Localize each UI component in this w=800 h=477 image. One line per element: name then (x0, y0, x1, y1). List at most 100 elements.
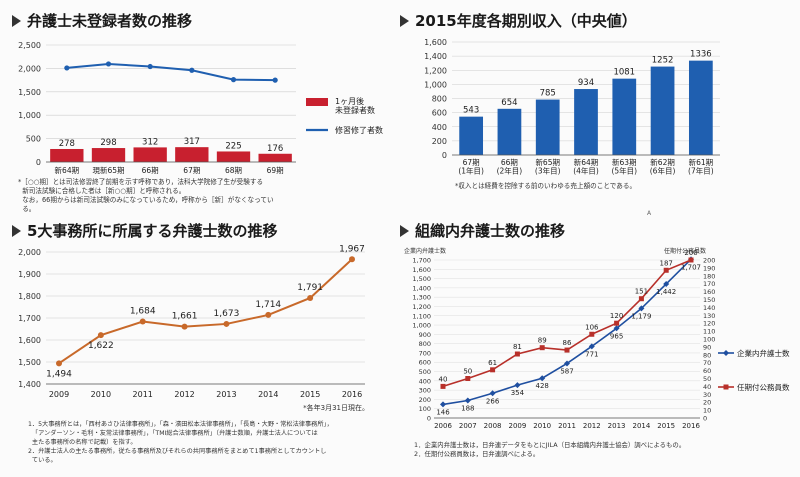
line-point (230, 77, 237, 83)
chart3-note: 1．5大事務所とは，「西村あさひ法律事務所」，「森・濱田松本法律事務所」，「長島… (28, 421, 333, 464)
legend-swatch-bars (306, 98, 328, 106)
y-tick-label: 0 (442, 151, 447, 160)
x-tick-label: 新63期(5年目) (611, 157, 637, 176)
title-arrow-icon (12, 224, 21, 237)
y-tick-label: 1,000 (18, 111, 41, 120)
line-point (147, 63, 153, 70)
point-value-label: 771 (585, 350, 598, 358)
panel-big5: 5大事務所に所属する弁護士数の推移 1,400 1,500 1,600 1,700 1,… (0, 215, 395, 477)
x-tick-label: 新64期(4年目) (573, 157, 599, 176)
legend-label-inhouse: 企業内弁護士数 (737, 348, 790, 358)
bar-value-label: 934 (578, 78, 594, 88)
title-arrow-icon (400, 224, 409, 237)
bar-value-label: 785 (540, 89, 556, 99)
y-tick-label: 2,000 (18, 248, 41, 257)
point-value-label: 266 (486, 397, 500, 405)
point-value-label: 40 (439, 375, 448, 383)
line-point (139, 318, 146, 325)
y-right-tick-label: 100 (703, 336, 715, 344)
line-point (490, 367, 496, 373)
x-tick-label: 新65期(3年目) (535, 157, 561, 176)
x-tick-label: 2014 (632, 422, 650, 430)
y-left-tick-label: 900 (419, 331, 431, 339)
y-tick-label: 1,000 (424, 80, 447, 89)
line-point (514, 382, 521, 389)
point-value-label: 1,684 (130, 307, 156, 317)
bar-value-label: 1081 (613, 68, 635, 78)
x-tick-label: 66期 (142, 166, 159, 175)
line-point (464, 397, 471, 404)
line-point (272, 77, 278, 83)
line-point (307, 294, 314, 301)
y-tick-label: 2,000 (18, 64, 41, 73)
point-value-label: 187 (660, 259, 673, 267)
y-tick-label: 1,600 (18, 336, 41, 345)
x-tick-label: 2011 (133, 390, 153, 399)
line-point (638, 305, 645, 312)
x-tick-label: 2010 (533, 422, 551, 430)
bar (650, 66, 675, 155)
series-line (442, 258, 692, 406)
line-point (663, 267, 669, 273)
line-point (613, 325, 620, 332)
y-right-tick-label: 30 (703, 391, 711, 399)
bar-value-label: 1252 (652, 56, 674, 66)
line-point (97, 332, 104, 339)
point-value-label: 200 (684, 249, 697, 257)
point-value-label: 61 (488, 359, 497, 367)
point-value-label: 81 (513, 343, 522, 351)
x-tick-label: 2011 (558, 422, 576, 430)
y-right-tick-label: 200 (703, 257, 715, 265)
x-tick-label: 2015 (657, 422, 675, 430)
panel-unregistered: 弁護士未登録者数の推移 0 500 1,000 1,500 2,000 2,500 278 新… (0, 0, 395, 213)
x-tick-label: 67期(1年目) (458, 158, 484, 176)
bar-value-label: 176 (267, 144, 283, 154)
x-tick-label: 68期 (225, 166, 242, 175)
point-value-label: 1,791 (297, 283, 323, 293)
line-point (589, 331, 595, 337)
bar-value-label: 225 (225, 141, 241, 151)
point-value-label: 428 (536, 382, 549, 390)
y-tick-label: 0 (36, 158, 41, 167)
line-point (56, 360, 62, 367)
title-arrow-icon (400, 14, 409, 27)
line-point (223, 320, 230, 327)
y-left-tick-label: 1,500 (412, 275, 431, 283)
line-point (514, 351, 520, 357)
line-point (105, 61, 112, 67)
bar-value-label: 298 (100, 138, 116, 148)
panel-inhouse: 組織内弁護士数の推移 0 100 200 300 400 500 600 700 800 900 1… (400, 215, 800, 477)
line-point (189, 67, 195, 73)
line-point (440, 401, 446, 408)
chart3-svg: 1,400 1,500 1,600 1,700 1,800 1,900 2,000 1,494… (18, 244, 369, 412)
bar (258, 153, 292, 162)
y-right-tick-label: 10 (703, 407, 711, 415)
x-tick-label: 2013 (216, 390, 236, 399)
x-tick-label: 2012 (583, 422, 601, 430)
bar (216, 151, 251, 162)
y-left-tick-label: 500 (419, 368, 431, 376)
y-tick-label: 1,500 (18, 358, 41, 367)
point-value-label: 965 (610, 332, 623, 340)
legend-label-public: 任期付公務員数 (737, 382, 790, 392)
x-tick-label: 66期(2年目) (497, 158, 523, 176)
y-tick-label: 200 (432, 137, 447, 146)
line-point (440, 383, 446, 389)
y-right-tick-label: 150 (703, 296, 715, 304)
page-mark: A (647, 210, 652, 217)
point-value-label: 146 (436, 408, 450, 416)
x-tick-label: 2016 (682, 422, 700, 430)
bar-value-label: 654 (501, 98, 517, 108)
y-left-tick-label: 400 (419, 377, 431, 385)
point-value-label: 1,494 (46, 369, 72, 379)
y-right-tick-label: 130 (703, 312, 715, 320)
legend-marker-inhouse (723, 350, 729, 356)
bar (459, 116, 484, 155)
line-point (588, 343, 595, 350)
chart4-note: 1．企業内弁護士数は，日弁連データをもとにJILA（日本組織内弁護士協会）調べに… (414, 441, 686, 458)
point-value-label: 1,673 (214, 309, 240, 319)
y-left-tick-label: 200 (419, 396, 431, 404)
point-value-label: 354 (511, 389, 525, 397)
x-tick-label: 2016 (342, 390, 362, 399)
line-point (688, 257, 694, 263)
